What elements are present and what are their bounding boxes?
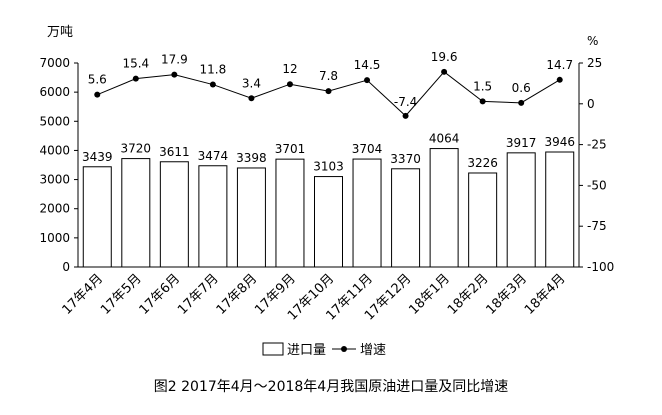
x-tick-label: 18年3月	[483, 271, 530, 318]
growth-point	[248, 95, 255, 102]
bar-label: 3946	[544, 135, 575, 149]
bar	[121, 158, 151, 268]
left-tick-label: 1000	[39, 231, 70, 245]
bar	[314, 176, 343, 268]
left-tick-label: 7000	[39, 56, 70, 70]
x-tick-label: 18年4月	[522, 271, 569, 318]
bar	[275, 158, 305, 268]
chart-title: 图2 2017年4月～2018年4月我国原油进口量及同比增速	[154, 379, 508, 395]
legend: 进口量 增速	[262, 342, 386, 358]
left-tick-label: 4000	[39, 143, 70, 157]
growth-label: 3.4	[242, 76, 261, 90]
bar-label: 3398	[236, 151, 267, 165]
bar-label: 3226	[467, 156, 498, 170]
growth-point	[94, 91, 101, 98]
growth-point	[364, 77, 371, 84]
left-axis-unit: 万吨	[47, 25, 73, 40]
growth-label: 17.9	[161, 53, 188, 67]
right-tick-label: -75	[587, 219, 607, 233]
bar-label: 4064	[429, 132, 460, 146]
left-tick-label: 0	[62, 260, 70, 274]
x-tick-label: 18年2月	[445, 271, 492, 318]
bar	[352, 158, 382, 268]
left-tick-label: 2000	[39, 202, 70, 216]
growth-label: 1.5	[473, 79, 492, 93]
bar-label: 3439	[82, 150, 113, 164]
x-tick-label: 17年6月	[137, 271, 184, 318]
bar	[82, 166, 112, 268]
growth-point	[402, 112, 409, 119]
x-tick-label: 17年8月	[214, 271, 261, 318]
right-tick-label: 25	[587, 56, 602, 70]
bar-label: 3103	[313, 160, 344, 174]
bar	[545, 151, 575, 268]
growth-label: 14.5	[354, 58, 381, 72]
bar-label: 3370	[390, 152, 421, 166]
x-tick-label: 17年7月	[175, 271, 222, 318]
growth-point	[286, 81, 293, 88]
x-tick-label: 17年4月	[60, 271, 107, 318]
growth-point	[479, 98, 486, 105]
growth-point	[556, 76, 563, 83]
bar	[159, 161, 189, 268]
growth-label: 7.8	[319, 69, 338, 83]
bar-label: 3917	[506, 136, 537, 150]
left-tick-label: 5000	[39, 114, 70, 128]
growth-point	[132, 75, 139, 82]
bar-label: 3701	[275, 142, 306, 156]
bar-label: 3704	[352, 142, 383, 156]
right-tick-label: -100	[587, 260, 614, 274]
x-tick-label: 18年1月	[406, 271, 453, 318]
growth-label: 12	[282, 62, 297, 76]
left-tick-label: 3000	[39, 173, 70, 187]
growth-point	[518, 99, 525, 106]
growth-point	[209, 81, 216, 88]
x-tick-label: 17年5月	[98, 271, 145, 318]
right-tick-label: -50	[587, 178, 607, 192]
growth-point	[171, 71, 178, 78]
growth-label: 19.6	[431, 50, 458, 64]
growth-label: 11.8	[200, 63, 227, 77]
growth-label: -7.4	[394, 95, 417, 109]
legend-bar-swatch	[262, 342, 284, 356]
legend-bar-label: 进口量	[287, 343, 326, 358]
bar	[506, 152, 536, 268]
growth-label: 0.6	[512, 81, 531, 95]
right-axis-unit: %	[587, 34, 598, 48]
bar	[198, 165, 228, 268]
right-tick-label: -25	[587, 138, 607, 152]
growth-point	[325, 88, 332, 95]
bar-label: 3720	[121, 142, 152, 156]
legend-line-label: 增速	[360, 343, 386, 358]
bar	[236, 167, 266, 268]
growth-label: 15.4	[122, 57, 149, 71]
right-tick-label: 0	[587, 97, 595, 111]
growth-label: 14.7	[546, 58, 573, 72]
bar-label: 3611	[159, 145, 190, 159]
legend-line-marker	[341, 346, 347, 352]
growth-label: 5.6	[88, 73, 107, 87]
bar	[429, 148, 459, 268]
bar	[468, 172, 498, 268]
left-tick-label: 6000	[39, 85, 70, 99]
bar-label: 3474	[198, 149, 229, 163]
growth-point	[441, 68, 448, 75]
bar	[391, 168, 421, 268]
